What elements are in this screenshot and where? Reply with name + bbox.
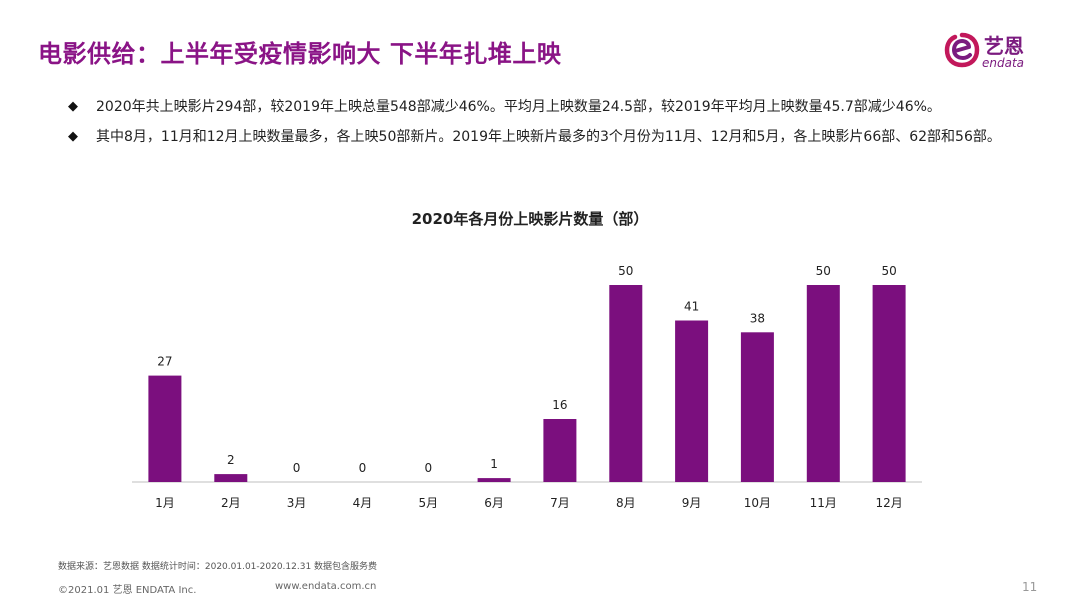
summary-bullet-1: ◆ 2020年共上映影片294部，较2019年上映总量548部减少46%。平均月… — [68, 94, 1058, 120]
bar — [477, 478, 511, 482]
data-source-note: 数据来源：艺恩数据 数据统计时间：2020.01.01-2020.12.31 数… — [58, 562, 378, 572]
copyright-text: ©2021.01 艺恩 ENDATA Inc. — [58, 585, 197, 596]
bullet-text: 其中8月，11月和12月上映数量最多，各上映50部新片。2019年上映新片最多的… — [96, 129, 1001, 145]
data-label: 2 — [227, 453, 235, 467]
data-label: 0 — [359, 461, 367, 475]
x-tick-label: 11月 — [810, 496, 837, 510]
bar — [214, 474, 248, 482]
endata-logo-icon — [944, 32, 980, 68]
data-label: 27 — [157, 355, 172, 369]
bar — [609, 285, 643, 482]
logo-name-cn: 艺恩 — [984, 34, 1024, 58]
x-tick-label: 6月 — [484, 496, 504, 510]
bar — [806, 285, 840, 482]
summary-bullet-2: ◆ 其中8月，11月和12月上映数量最多，各上映50部新片。2019年上映新片最… — [68, 124, 1058, 150]
value-labels: 27 2 0 0 0 1 16 50 41 38 50 50 — [157, 264, 896, 475]
x-tick-label: 8月 — [616, 496, 636, 510]
data-label: 41 — [684, 300, 699, 314]
slide-title: 电影供给：上半年受疫情影响大 下半年扎堆上映 — [38, 40, 562, 68]
logo-name-en: endata — [982, 56, 1025, 70]
diamond-bullet-icon: ◆ — [68, 129, 78, 144]
bar — [872, 285, 906, 482]
bar — [148, 375, 182, 482]
data-label: 0 — [293, 461, 301, 475]
x-tick-label: 7月 — [550, 496, 570, 510]
bar — [740, 332, 774, 482]
data-label: 1 — [490, 457, 498, 471]
x-tick-labels: 1月 2月 3月 4月 5月 6月 7月 8月 9月 10月 11月 12月 — [155, 496, 903, 510]
page-number: 11 — [1022, 580, 1038, 594]
x-tick-label: 1月 — [155, 496, 175, 510]
data-label: 50 — [881, 264, 896, 278]
x-tick-label: 10月 — [744, 496, 771, 510]
bar — [675, 320, 709, 482]
data-label: 50 — [816, 264, 831, 278]
bars — [148, 285, 906, 482]
data-label: 38 — [750, 311, 765, 325]
x-tick-label: 3月 — [287, 496, 307, 510]
x-tick-label: 5月 — [418, 496, 438, 510]
endata-logo: 艺恩 endata — [944, 28, 1054, 74]
x-tick-label: 9月 — [682, 496, 702, 510]
x-tick-label: 2月 — [221, 496, 241, 510]
website-url: www.endata.com.cn — [275, 581, 377, 592]
diamond-bullet-icon: ◆ — [68, 99, 78, 114]
data-label: 0 — [424, 461, 432, 475]
bullet-text: 2020年共上映影片294部，较2019年上映总量548部减少46%。平均月上映… — [96, 99, 941, 115]
data-label: 16 — [552, 398, 567, 412]
bar — [543, 419, 577, 482]
chart-title: 2020年各月份上映影片数量（部） — [412, 210, 649, 228]
data-label: 50 — [618, 264, 633, 278]
x-tick-label: 12月 — [875, 496, 902, 510]
monthly-releases-bar-chart: 2020年各月份上映影片数量（部） 27 2 0 0 0 1 16 50 41 38 50 50 1月… — [132, 210, 922, 510]
summary-bullets: ◆ 2020年共上映影片294部，较2019年上映总量548部减少46%。平均月… — [68, 94, 1058, 150]
x-tick-label: 4月 — [353, 496, 373, 510]
